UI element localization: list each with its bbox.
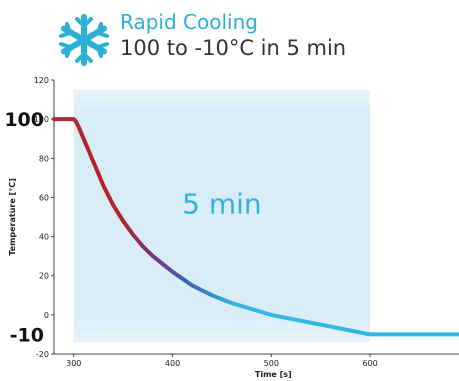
y-tick-label: 120 [34, 76, 49, 85]
y-tick-label: 100 [34, 115, 49, 124]
emphasized-y-label: -10 [10, 324, 44, 346]
x-tick-label: 300 [66, 359, 81, 368]
axes [51, 79, 459, 357]
emphasized-y-label: 100 [4, 109, 44, 131]
y-tick-label: 20 [39, 272, 49, 281]
y-axis-label: Temperature [°C] [8, 178, 17, 256]
y-tick-label: 80 [39, 154, 49, 163]
header: Rapid Cooling 100 to -10°C in 5 min [58, 6, 438, 66]
series-line [52, 117, 459, 337]
annotation-label: 5 min [182, 187, 262, 220]
y-tick-label: 0 [44, 311, 49, 320]
x-tick-label: 500 [264, 359, 279, 368]
x-tick-label: 600 [362, 359, 377, 368]
tick-labels: -20 0 20 40 60 80 100 120 300 400 500 600 100 -10 [4, 76, 377, 368]
x-tick-label: 400 [165, 359, 180, 368]
x-axis-label: Time [s] [255, 370, 292, 379]
chart-subtitle: 100 to -10°C in 5 min [120, 36, 347, 60]
y-tick-label: 40 [39, 233, 49, 242]
y-tick-label: -20 [36, 350, 49, 359]
snowflake-icon [59, 14, 109, 66]
y-tick-label: 60 [39, 193, 49, 202]
chart-title: Rapid Cooling [120, 10, 258, 34]
